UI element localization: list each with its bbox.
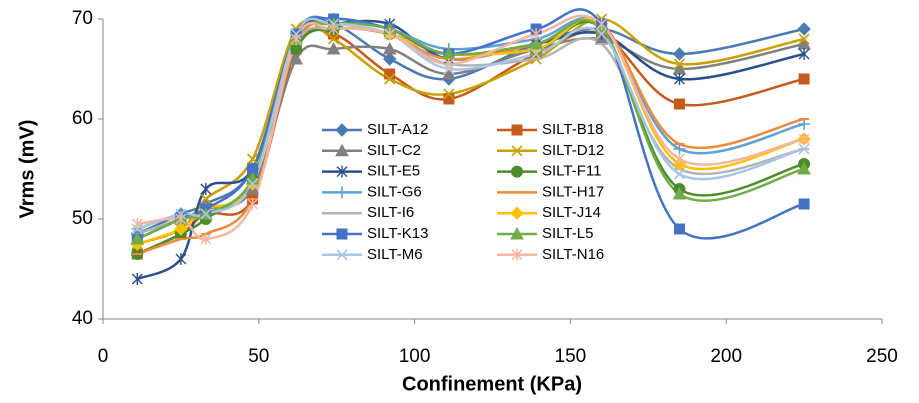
legend-label: SILT-I6 bbox=[367, 204, 414, 221]
legend-label: SILT-E5 bbox=[367, 163, 420, 180]
marker bbox=[596, 18, 608, 30]
y-tick-label: 70 bbox=[72, 8, 93, 29]
x-tick-label: 100 bbox=[399, 346, 431, 367]
marker bbox=[443, 93, 455, 105]
marker bbox=[131, 218, 143, 230]
marker bbox=[384, 68, 396, 80]
marker bbox=[200, 208, 212, 220]
x-tick-label: 150 bbox=[555, 346, 587, 367]
x-tick-label: 200 bbox=[710, 346, 742, 367]
marker bbox=[328, 23, 340, 35]
legend-label: SILT-D12 bbox=[542, 142, 604, 159]
marker bbox=[335, 123, 349, 137]
marker bbox=[798, 198, 810, 210]
x-axis-title: Confinement (KPa) bbox=[402, 373, 582, 395]
marker bbox=[130, 231, 145, 245]
marker bbox=[175, 253, 187, 265]
legend-label: SILT-N16 bbox=[542, 246, 604, 263]
marker bbox=[595, 28, 608, 40]
marker bbox=[200, 183, 212, 195]
marker bbox=[442, 66, 456, 80]
marker bbox=[336, 228, 348, 240]
marker bbox=[673, 153, 685, 165]
marker bbox=[797, 161, 811, 175]
marker bbox=[247, 178, 259, 190]
marker bbox=[289, 51, 304, 65]
marker bbox=[511, 145, 523, 157]
legend-label: SILT-L5 bbox=[542, 225, 593, 242]
marker bbox=[384, 28, 396, 40]
y-tick-label: 60 bbox=[72, 108, 93, 129]
marker bbox=[384, 73, 396, 85]
marker bbox=[382, 52, 397, 66]
marker bbox=[328, 33, 340, 45]
marker bbox=[673, 58, 686, 70]
marker bbox=[798, 133, 810, 145]
legend-label: SILT-A12 bbox=[367, 121, 428, 138]
marker bbox=[673, 168, 686, 180]
y-tick-label: 50 bbox=[72, 208, 93, 229]
legend-label: SILT-F11 bbox=[542, 163, 601, 180]
marker bbox=[798, 48, 810, 60]
marker bbox=[798, 33, 810, 45]
marker bbox=[673, 223, 685, 235]
x-tick-label: 50 bbox=[248, 346, 269, 367]
marker bbox=[672, 186, 687, 200]
marker bbox=[798, 73, 810, 85]
marker bbox=[174, 222, 188, 236]
y-tick-label: 40 bbox=[72, 308, 93, 329]
legend-label: SILT-H17 bbox=[542, 183, 604, 200]
marker bbox=[131, 273, 143, 285]
marker bbox=[200, 193, 212, 205]
marker bbox=[530, 28, 542, 40]
marker bbox=[510, 206, 524, 220]
legend-label: SILT-C2 bbox=[367, 142, 421, 159]
marker bbox=[672, 47, 687, 61]
y-axis-title: Vrms (mV) bbox=[16, 120, 38, 219]
legend-label: SILT-B18 bbox=[542, 121, 603, 138]
marker bbox=[335, 143, 349, 157]
marker bbox=[336, 249, 348, 261]
marker bbox=[326, 41, 341, 55]
legend-label: SILT-M6 bbox=[367, 246, 423, 263]
marker bbox=[529, 36, 543, 50]
marker bbox=[673, 73, 685, 85]
legend-label: SILT-K13 bbox=[367, 225, 428, 242]
marker bbox=[290, 43, 303, 55]
marker bbox=[511, 165, 523, 178]
marker bbox=[510, 226, 524, 240]
x-tick-label: 0 bbox=[98, 346, 109, 367]
marker bbox=[443, 88, 455, 100]
marker bbox=[443, 58, 455, 70]
marker bbox=[511, 248, 523, 261]
marker bbox=[175, 213, 187, 225]
series-line bbox=[137, 14, 805, 241]
marker bbox=[290, 33, 302, 45]
marker bbox=[530, 48, 542, 60]
marker bbox=[247, 198, 259, 210]
legend-label: SILT-G6 bbox=[367, 183, 422, 200]
marker bbox=[382, 41, 397, 55]
marker bbox=[336, 186, 348, 199]
marker bbox=[200, 233, 212, 245]
x-tick-label: 250 bbox=[866, 346, 898, 367]
marker bbox=[247, 153, 259, 165]
legend-label: SILT-J14 bbox=[542, 204, 601, 221]
marker bbox=[336, 165, 348, 178]
marker bbox=[673, 98, 685, 110]
marker bbox=[797, 22, 811, 36]
marker bbox=[511, 124, 523, 136]
marker bbox=[798, 143, 810, 155]
series-line bbox=[136, 19, 805, 241]
